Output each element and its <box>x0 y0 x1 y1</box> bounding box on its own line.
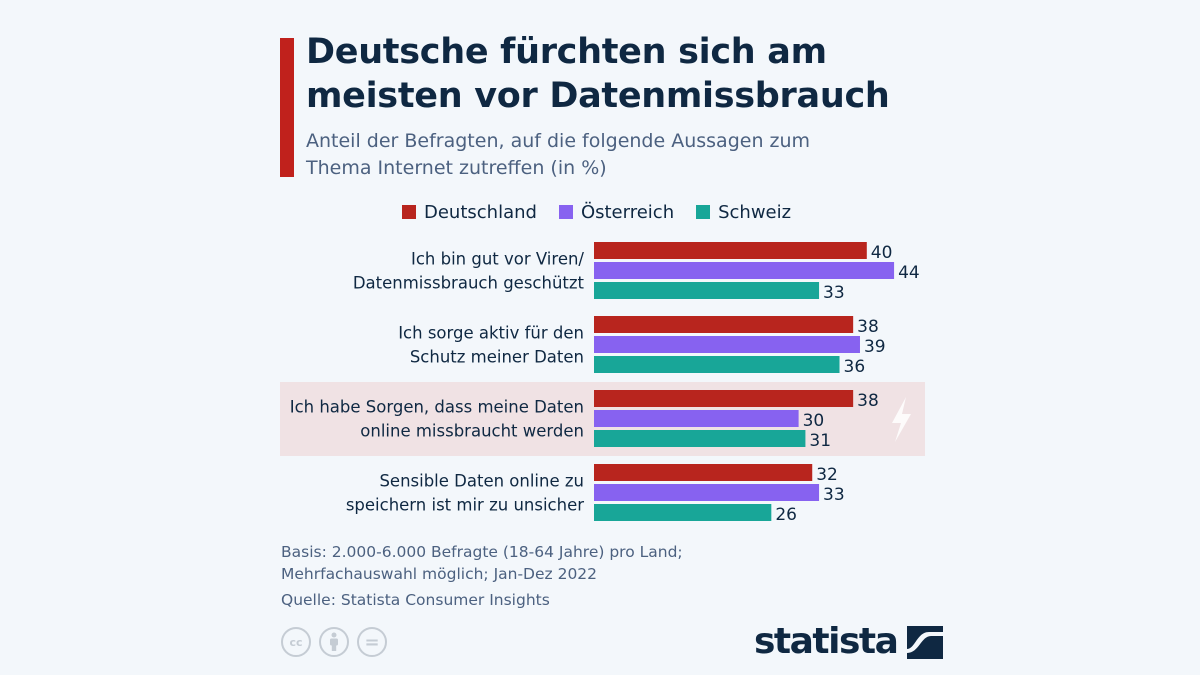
statista-logo-icon <box>907 625 944 659</box>
footnote-source: Quelle: Statista Consumer Insights <box>281 591 550 609</box>
legend-swatch-schweiz <box>696 205 711 219</box>
bar-deutschland <box>594 390 854 407</box>
statista-logo[interactable]: statista <box>754 620 944 664</box>
legend: Deutschland Österreich Schweiz <box>402 200 791 224</box>
title-accent-bar <box>280 38 294 177</box>
bar-schweiz <box>594 430 806 447</box>
legend-item-schweiz: Schweiz <box>696 202 791 223</box>
data-label: 40 <box>871 243 893 263</box>
category-label: Ich habe Sorgen, dass meine Daten <box>290 398 584 417</box>
bar-deutschland <box>594 464 813 481</box>
chart-title: Deutsche fürchten sich am meisten vor Da… <box>306 32 890 116</box>
bar-sterreich <box>594 336 860 353</box>
legend-item-deutschland: Deutschland <box>402 202 537 223</box>
legend-swatch-deutschland <box>402 205 416 219</box>
data-label: 26 <box>775 505 797 525</box>
bar-sterreich <box>594 484 820 501</box>
bar-sterreich <box>594 262 895 279</box>
bar-deutschland <box>594 316 854 333</box>
category-label: online missbraucht werden <box>360 422 584 441</box>
data-label: 38 <box>857 317 879 337</box>
creative-commons-icon[interactable]: cc <box>281 627 311 657</box>
legend-label: Schweiz <box>718 201 792 223</box>
bar-sterreich <box>594 410 799 427</box>
legend-swatch-oesterreich <box>558 205 573 219</box>
bar-schweiz <box>594 356 840 373</box>
data-label: 38 <box>857 391 879 411</box>
attribution-icon[interactable] <box>319 627 349 657</box>
data-label: 39 <box>864 337 886 357</box>
license-icons: cc = <box>281 627 387 657</box>
data-label: 31 <box>809 431 831 451</box>
footnote: Basis: 2.000-6.000 Befragte (18-64 Jahre… <box>281 541 701 611</box>
category-label: Ich sorge aktiv für den <box>398 324 584 343</box>
lightning-icon <box>892 397 911 442</box>
no-derivatives-icon[interactable]: = <box>357 627 387 657</box>
category-label: speichern ist mir zu unsicher <box>346 496 584 515</box>
legend-item-oesterreich: Österreich <box>558 201 675 223</box>
category-label: Ich bin gut vor Viren/ <box>411 250 584 269</box>
legend-label: Österreich <box>580 201 675 223</box>
footnote-basis-line2: Mehrfachauswahl möglich; Jan-Dez 2022 <box>281 565 598 583</box>
category-label: Schutz meiner Daten <box>410 348 584 367</box>
category-label: Sensible Daten online zu <box>379 472 584 491</box>
footnote-basis-line1: Basis: 2.000-6.000 Befragte (18-64 Jahre… <box>281 543 683 561</box>
bar-schweiz <box>594 282 820 299</box>
data-label: 44 <box>898 263 920 283</box>
data-label: 30 <box>803 411 825 431</box>
data-label: 33 <box>823 485 845 505</box>
bar-schweiz <box>594 504 772 521</box>
person-glyph <box>330 632 338 651</box>
legend-label: Deutschland <box>424 201 537 223</box>
bar-deutschland <box>594 242 867 259</box>
data-label: 32 <box>816 465 838 485</box>
category-label: Datenmissbrauch geschützt <box>353 274 585 293</box>
data-label: 36 <box>844 357 866 377</box>
logo-text: statista <box>754 621 899 662</box>
chart-subtitle: Anteil der Befragten, auf die folgende A… <box>306 130 811 179</box>
data-label: 33 <box>823 283 845 303</box>
